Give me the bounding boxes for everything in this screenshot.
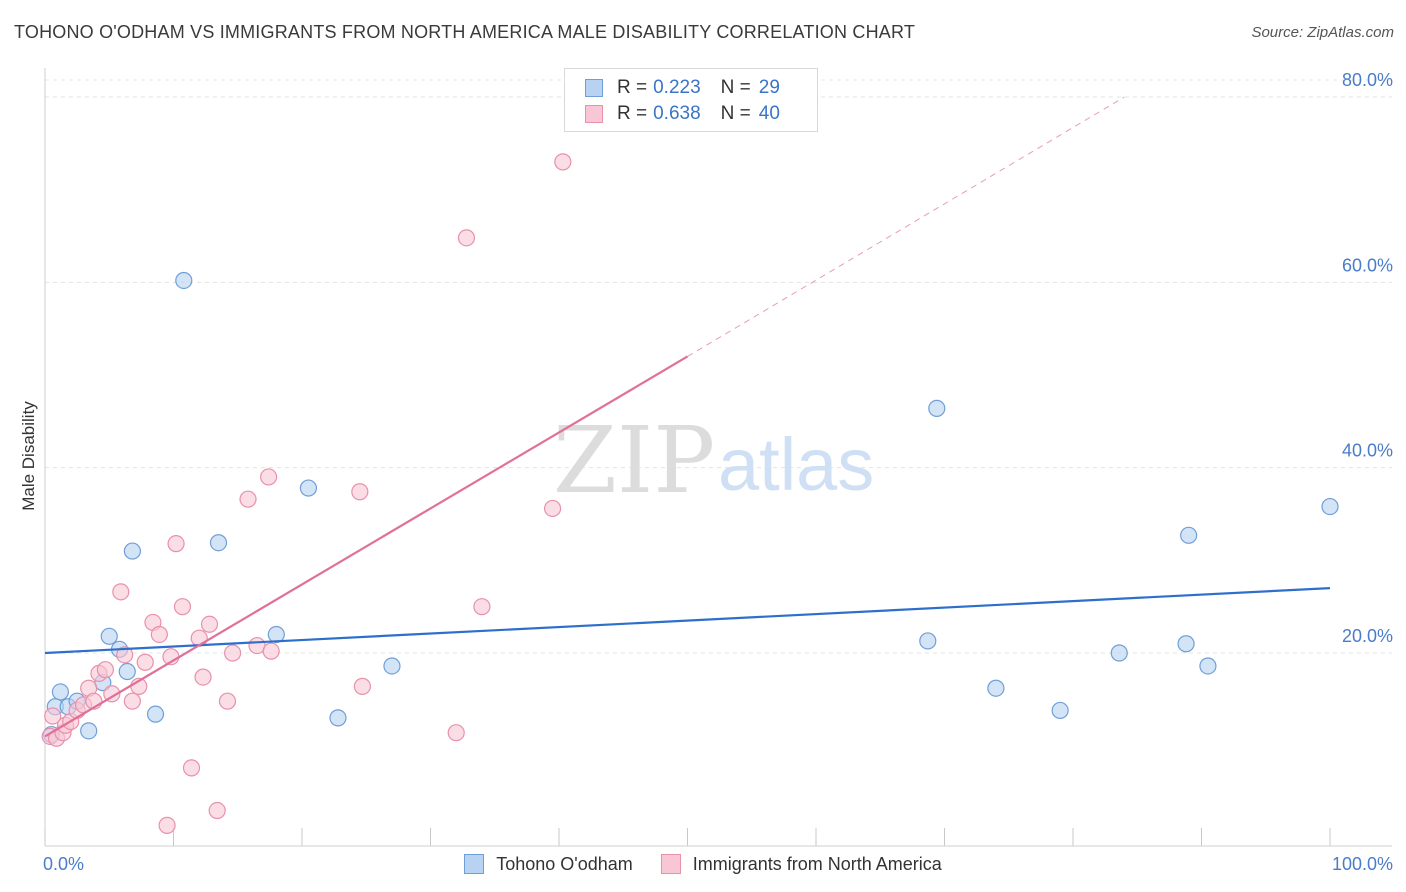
point-immigrants xyxy=(116,646,134,664)
point-tohono xyxy=(267,625,285,644)
legend-item-immigrants: Immigrants from North America xyxy=(660,853,942,875)
r-value: 0.223 xyxy=(653,77,701,98)
point-immigrants xyxy=(262,642,280,660)
point-tohono xyxy=(80,722,98,740)
point-immigrants xyxy=(457,229,476,247)
point-tohono xyxy=(1110,644,1128,662)
point-immigrants xyxy=(136,653,154,671)
r-label: R = xyxy=(617,103,648,124)
y-tick-label: 60.0% xyxy=(1342,255,1393,275)
trend-lines xyxy=(44,96,1331,738)
point-immigrants xyxy=(150,625,168,644)
point-tohono xyxy=(123,542,141,560)
swatch-pink xyxy=(585,105,603,123)
x-tick-label: 100.0% xyxy=(1332,854,1393,874)
watermark-zip: ZIP xyxy=(553,407,715,514)
legend-swatch-pink xyxy=(660,854,681,874)
point-tohono xyxy=(299,479,318,497)
point-immigrants xyxy=(158,816,176,834)
point-tohono xyxy=(100,627,118,645)
point-immigrants xyxy=(224,644,242,662)
point-immigrants xyxy=(103,685,121,703)
legend-item-tohono: Tohono O'odham xyxy=(464,854,633,875)
point-immigrants xyxy=(194,668,212,686)
point-tohono xyxy=(209,534,228,552)
point-immigrants xyxy=(200,615,219,633)
n-label: N = xyxy=(720,77,751,98)
source-note: Source: ZipAtlas.com xyxy=(1251,24,1394,41)
point-tohono xyxy=(1180,526,1198,544)
point-tohono xyxy=(383,657,401,675)
series-legend: Tohono O'odham Immigrants from North Ame… xyxy=(0,851,1406,877)
point-tohono xyxy=(1051,701,1069,720)
watermark: ZIP atlas xyxy=(553,407,874,514)
point-immigrants xyxy=(112,583,130,601)
y-tick-label: 20.0% xyxy=(1342,626,1393,646)
point-immigrants xyxy=(259,468,278,486)
point-immigrants xyxy=(44,707,62,725)
y-axis-label: Male Disability xyxy=(19,401,38,511)
watermark-atlas: atlas xyxy=(718,423,874,506)
trend-line-immigrants xyxy=(44,355,689,738)
legend-swatch-blue xyxy=(464,854,485,874)
point-immigrants xyxy=(208,801,226,820)
point-tohono xyxy=(987,679,1005,697)
point-immigrants xyxy=(96,661,114,679)
n-value: 40 xyxy=(758,103,780,124)
point-tohono xyxy=(175,271,193,290)
r-value: 0.638 xyxy=(653,103,701,124)
trend-line-immigrants-extension xyxy=(687,96,1125,357)
point-immigrants xyxy=(167,535,185,553)
point-tohono xyxy=(146,705,165,723)
point-tohono xyxy=(51,683,70,701)
legend-label: Tohono O'odham xyxy=(496,853,633,874)
tick-labels: 20.0% 40.0% 60.0% 80.0% 0.0% 100.0% xyxy=(43,70,1393,874)
n-label: N = xyxy=(720,103,751,124)
point-tohono xyxy=(928,399,946,417)
point-tohono xyxy=(329,709,347,727)
n-value: 29 xyxy=(758,77,780,98)
stats-legend: R = 0.223 N = 29 R = 0.638 N = 40 xyxy=(564,68,818,132)
y-tick-label: 80.0% xyxy=(1342,70,1393,90)
r-label: R = xyxy=(617,77,648,98)
trend-line-tohono xyxy=(44,587,1331,655)
point-immigrants xyxy=(351,483,369,501)
x-tick-label: 0.0% xyxy=(43,854,84,874)
point-immigrants xyxy=(173,598,192,616)
grid-lines xyxy=(45,79,1392,654)
point-immigrants xyxy=(190,629,208,647)
point-immigrants xyxy=(473,598,491,616)
point-immigrants xyxy=(353,677,371,695)
y-tick-label: 40.0% xyxy=(1342,441,1393,461)
point-immigrants xyxy=(543,499,562,518)
point-tohono xyxy=(1321,497,1339,516)
point-tohono xyxy=(1177,635,1195,653)
point-immigrants xyxy=(239,490,257,508)
stats-row-tohono: R = 0.223 N = 29 xyxy=(585,76,780,100)
point-tohono xyxy=(1199,657,1217,675)
point-tohono xyxy=(919,632,937,650)
point-immigrants xyxy=(123,692,141,710)
point-immigrants xyxy=(218,692,237,710)
legend-label: Immigrants from North America xyxy=(692,853,942,874)
swatch-blue xyxy=(585,79,603,97)
point-immigrants xyxy=(447,724,465,742)
point-tohono xyxy=(118,662,136,681)
point-immigrants xyxy=(182,759,201,777)
chart-title: TOHONO O'ODHAM VS IMMIGRANTS FROM NORTH … xyxy=(14,22,916,42)
stats-row-immigrants: R = 0.638 N = 40 xyxy=(585,102,780,126)
point-immigrants xyxy=(554,153,572,171)
